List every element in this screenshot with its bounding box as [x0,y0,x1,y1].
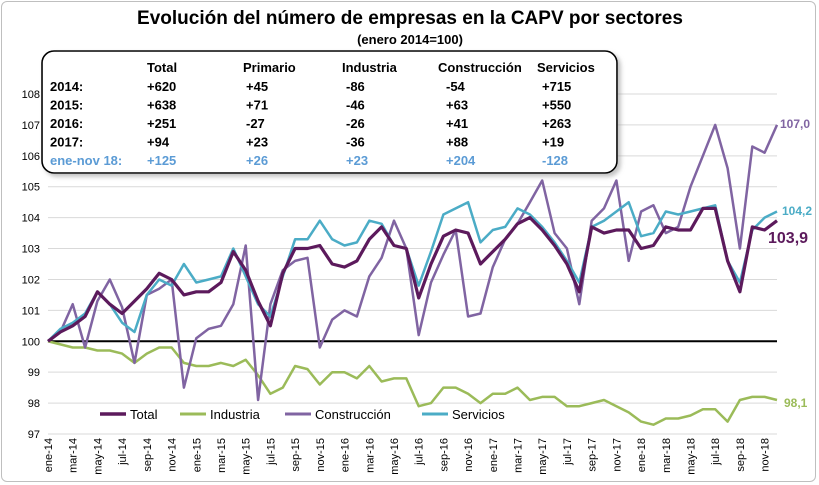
table-box [41,50,618,174]
table-cell-0-2: -86 [346,79,365,94]
table-cell-3-1: +23 [246,135,268,150]
summary-table: Total Primario Industria Construcción Servic… [41,50,618,174]
x-tick-jul-14: jul-14 [117,438,129,466]
x-tick-may-16: may-16 [389,438,401,475]
table-cell-3-3: +88 [446,135,468,150]
x-tick-may-14: may-14 [92,438,104,475]
table-cell-3-2: -36 [346,135,365,150]
table-cell-3-4: +19 [542,135,564,150]
table-cell-2-2: -26 [346,116,365,131]
table-cell-0-3: -54 [446,79,466,94]
table-row-label-0: 2014: [50,79,83,94]
x-tick-nov-18: nov-18 [760,438,772,472]
table-row-label-1: 2015: [50,98,83,113]
legend-label-industria: Industria [210,407,261,422]
x-tick-ene-16: ene-16 [340,438,352,472]
end-label-total: 103,9 [768,230,808,247]
x-axis-ticks: ene-14 mar-14 may-14 jul-14 sep-14 nov-14 ene-… [43,438,772,475]
table-cell-1-3: +63 [446,98,468,113]
x-tick-jul-17: jul-17 [562,438,574,466]
table-cell-0-0: +620 [147,79,176,94]
table-cell-4-1: +26 [246,153,268,168]
table-row-label-2: 2016: [50,116,83,131]
y-tick-100: 100 [22,336,40,348]
table-row-label-4: ene-nov 18: [50,153,122,168]
table-content: Total Primario Industria Construcción Servic… [50,60,595,168]
y-tick-101: 101 [22,305,40,317]
x-tick-ene-14: ene-14 [43,438,55,472]
y-tick-104: 104 [22,213,40,225]
table-cell-3-0: +94 [147,135,170,150]
series-line-industria [47,340,778,426]
x-tick-mar-16: mar-16 [364,438,376,473]
x-tick-ene-18: ene-18 [636,438,648,472]
table-cell-2-4: +263 [542,116,571,131]
x-tick-jul-18: jul-18 [710,438,722,466]
end-label-servicios: 104,2 [782,204,812,218]
x-tick-sep-17: sep-17 [587,438,599,472]
x-tick-nov-16: nov-16 [463,438,475,472]
x-tick-nov-14: nov-14 [167,438,179,472]
table-header-0: Total [147,60,177,75]
table-header-3: Construcción [438,60,522,75]
x-tick-mar-15: mar-15 [216,438,228,473]
end-label-industria: 98,1 [784,396,808,410]
series-line-total [47,206,778,343]
y-tick-103: 103 [22,244,40,256]
end-label-construccion: 107,0 [780,117,810,131]
series-lines [47,123,779,426]
table-cell-1-4: +550 [542,98,571,113]
x-tick-sep-16: sep-16 [438,438,450,472]
table-header-1: Primario [243,60,296,75]
x-tick-ene-17: ene-17 [488,438,500,472]
x-tick-sep-14: sep-14 [142,438,154,472]
y-axis-ticks: 97 98 99 100 101 102 103 104 105 106 107 108 [22,89,40,441]
table-cell-1-0: +638 [147,98,176,113]
x-tick-may-18: may-18 [686,438,698,475]
y-tick-106: 106 [22,151,40,163]
y-tick-105: 105 [22,182,40,194]
table-header-2: Industria [342,60,398,75]
table-cell-4-2: +23 [346,153,368,168]
x-tick-may-15: may-15 [241,438,253,475]
y-tick-98: 98 [28,398,40,410]
x-tick-jul-16: jul-16 [414,438,426,466]
x-tick-mar-14: mar-14 [68,438,80,473]
table-cell-1-1: +71 [246,98,268,113]
chart-title: Evolución del número de empresas en la C… [137,8,683,29]
legend-label-total: Total [130,407,158,422]
y-tick-97: 97 [28,429,40,441]
table-cell-2-3: +41 [446,116,468,131]
x-tick-mar-17: mar-17 [513,438,525,473]
x-tick-mar-18: mar-18 [661,438,673,473]
table-cell-4-4: -128 [542,153,568,168]
x-tick-sep-18: sep-18 [735,438,747,472]
legend-label-servicios: Servicios [452,407,505,422]
table-cell-1-2: -46 [346,98,365,113]
y-tick-107: 107 [22,120,40,132]
table-header-4: Servicios [537,60,595,75]
x-tick-may-17: may-17 [537,438,549,475]
y-tick-99: 99 [28,367,40,379]
x-tick-nov-17: nov-17 [611,438,623,472]
table-cell-2-0: +251 [147,116,176,131]
x-tick-sep-15: sep-15 [290,438,302,472]
legend-label-construccion: Construcción [315,407,391,422]
legend: Total Industria Construcción Servicios [100,407,505,422]
x-tick-ene-15: ene-15 [191,438,203,472]
table-cell-0-1: +45 [246,79,268,94]
table-cell-4-0: +125 [147,153,176,168]
table-cell-0-4: +715 [542,79,571,94]
series-line-construcción [47,123,779,402]
table-row-label-3: 2017: [50,135,83,150]
y-tick-108: 108 [22,89,40,101]
x-tick-jul-15: jul-15 [265,438,277,466]
table-cell-4-3: +204 [446,153,476,168]
y-tick-102: 102 [22,274,40,286]
table-cell-2-1: -27 [246,116,265,131]
x-tick-nov-15: nov-15 [315,438,327,472]
chart-subtitle: (enero 2014=100) [357,32,463,47]
